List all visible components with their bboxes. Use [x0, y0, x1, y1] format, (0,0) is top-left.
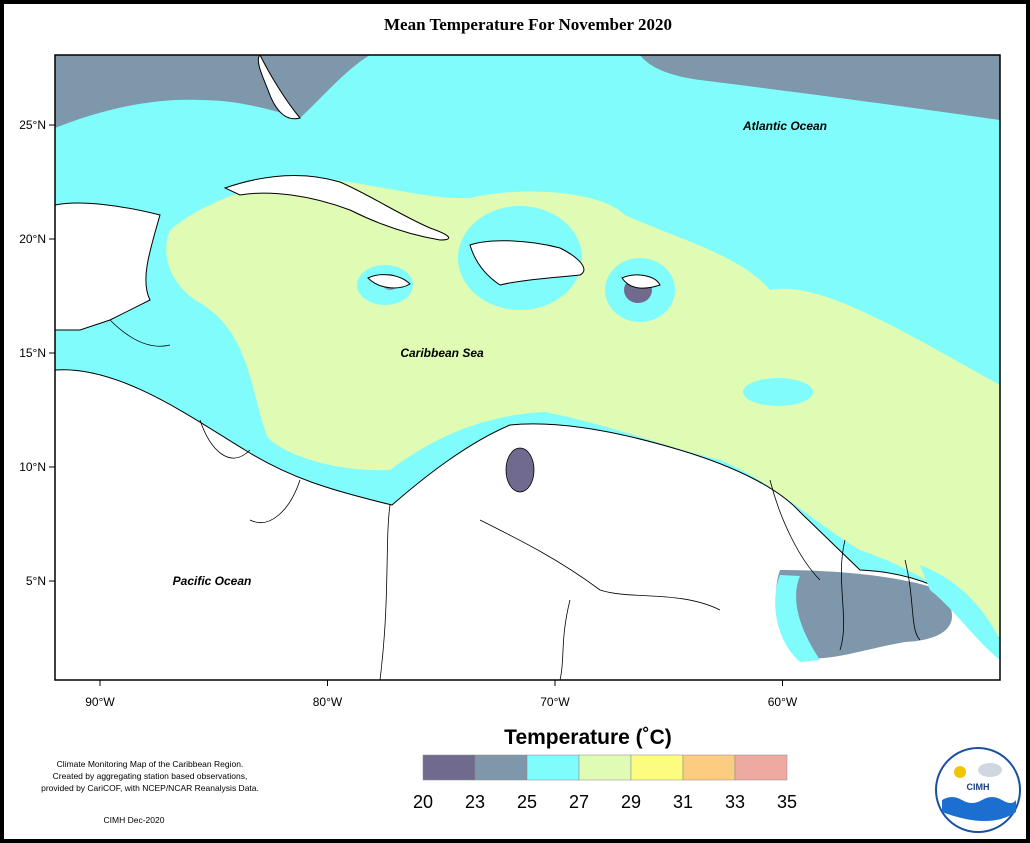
legend-swatch [526, 754, 580, 781]
legend-tick-label: 35 [777, 792, 797, 812]
cyan-field [920, 565, 1000, 660]
legend-tick-label: 33 [725, 792, 745, 812]
legend-tick-label: 29 [621, 792, 641, 812]
y-tick-label: 10°N [19, 460, 46, 474]
land [257, 55, 301, 120]
logo: CIMH [935, 747, 1021, 833]
gray-field [776, 570, 953, 659]
ocean-label: Pacific Ocean [173, 574, 252, 588]
logo-cloud [978, 763, 1002, 777]
map-border [54, 54, 1001, 681]
legend: Temperature (˚C) 20 23 25 27 29 31 33 35 [413, 726, 797, 812]
y-tick-label: 25°N [19, 118, 46, 132]
land [469, 240, 585, 286]
footnote-line: provided by CariCOF, with NCEP/NCAR Rean… [41, 783, 259, 793]
legend-swatch [630, 754, 684, 781]
footnote-line: Climate Monitoring Map of the Caribbean … [57, 759, 244, 769]
cyan-field [743, 378, 813, 406]
legend-tick-label: 20 [413, 792, 433, 812]
legend-tick-label: 25 [517, 792, 537, 812]
land [223, 174, 450, 241]
logo-sun [954, 766, 966, 778]
legend-swatch [474, 754, 528, 781]
title: Mean Temperature For November 2020 [384, 15, 672, 34]
land [55, 202, 161, 331]
logo-text: CIMH [967, 782, 990, 792]
gray-field [640, 55, 1000, 120]
footnote-credit: CIMH Dec-2020 [104, 815, 165, 825]
y-tick-label: 20°N [19, 232, 46, 246]
x-tick-label: 70°W [540, 695, 570, 709]
map: Atlantic Ocean Caribbean Sea Pacific Oce… [19, 54, 1001, 709]
x-tick-label: 80°W [313, 695, 343, 709]
ocean-label: Atlantic Ocean [742, 119, 827, 133]
y-tick-label: 15°N [19, 346, 46, 360]
footnote-line: Created by aggregating station based obs… [53, 771, 248, 781]
legend-title: Temperature (˚C) [504, 726, 672, 749]
x-tick-label: 60°W [768, 695, 798, 709]
footnote: Climate Monitoring Map of the Caribbean … [41, 759, 259, 825]
legend-swatch [578, 754, 632, 781]
logo-waves [942, 797, 1016, 821]
legend-tick-label: 27 [569, 792, 589, 812]
land [367, 274, 411, 289]
land [55, 369, 1000, 680]
legend-swatch [422, 754, 476, 781]
legend-swatch [682, 754, 736, 781]
legend-swatch [734, 754, 788, 781]
x-tick-label: 90°W [85, 695, 115, 709]
cyan-field [775, 575, 820, 662]
y-tick-label: 5°N [26, 574, 46, 588]
ocean-label: Caribbean Sea [400, 346, 484, 360]
land [621, 274, 661, 289]
legend-tick-label: 23 [465, 792, 485, 812]
lake [505, 447, 535, 493]
axis-ticks: 90°W 80°W 70°W 60°W 25°N 20°N 15°N 10°N 5°N [19, 118, 798, 709]
legend-tick-label: 31 [673, 792, 693, 812]
